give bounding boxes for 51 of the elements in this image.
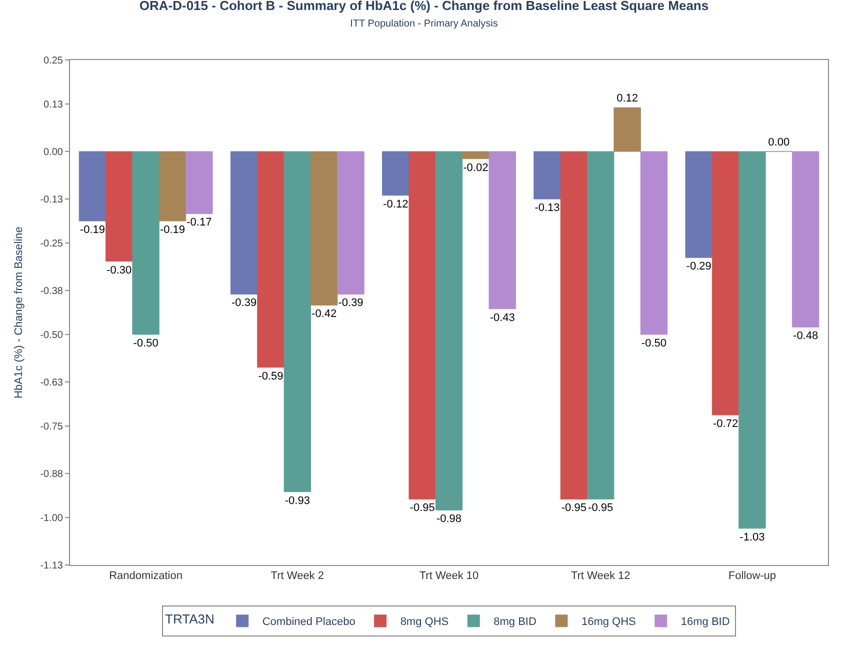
y-tick-label: -0.63 <box>40 378 64 389</box>
data-label: -0.29 <box>686 260 712 273</box>
y-tick-label: 0.13 <box>44 99 64 110</box>
data-label: -0.17 <box>186 216 212 229</box>
legend-label: 16mg QHS <box>581 616 636 628</box>
y-tick-label: -0.50 <box>40 330 64 341</box>
x-tick-label: Follow-up <box>728 570 776 582</box>
y-axis-title: HbA1c (%) - Change from Baseline <box>12 226 25 398</box>
x-tick-label: Trt Week 10 <box>419 570 479 582</box>
data-label: -0.98 <box>436 513 462 526</box>
data-label: -0.42 <box>312 308 337 320</box>
x-tick-label: Trt Week 2 <box>270 570 324 582</box>
data-label: 0.12 <box>616 92 638 105</box>
data-label: -0.72 <box>712 418 738 430</box>
data-label: -0.43 <box>490 312 515 324</box>
y-tick-label: -0.75 <box>40 421 64 432</box>
legend-label: 8mg BID <box>494 616 536 628</box>
data-label: -0.13 <box>534 202 560 214</box>
chart-subtitle: ITT Population - Primary Analysis <box>350 18 498 30</box>
y-tick-label: 0.00 <box>44 146 64 158</box>
data-label: -0.95 <box>588 502 614 514</box>
x-tick-label: Trt Week 12 <box>570 570 630 582</box>
y-tick-label: 0.25 <box>44 56 64 66</box>
y-tick-label: -0.13 <box>40 194 64 206</box>
y-tick-label: -1.13 <box>40 560 64 572</box>
data-label: -0.30 <box>106 264 132 276</box>
data-label: -1.03 <box>740 531 765 544</box>
data-label: -0.19 <box>80 224 105 236</box>
chart-title: ORA-D-015 - Cohort B - Summary of HbA1c (%) - Change from Baseline Least Square Means <box>139 0 709 13</box>
data-label: 0.00 <box>768 136 790 148</box>
legend-label: 8mg QHS <box>400 616 449 628</box>
data-label: -0.59 <box>258 370 284 382</box>
y-tick-label: -1.00 <box>40 512 64 524</box>
data-label: -0.50 <box>641 337 666 350</box>
data-label: -0.39 <box>338 297 364 310</box>
legend-title: TRTA3N <box>165 611 214 626</box>
y-tick-label: -0.88 <box>40 469 64 480</box>
data-label: -0.95 <box>561 502 586 514</box>
y-tick-label: -0.38 <box>40 286 64 298</box>
legend-label: 16mg BID <box>680 616 730 628</box>
data-label: -0.19 <box>160 224 186 236</box>
data-label: -0.12 <box>383 198 408 210</box>
y-tick-label: -0.25 <box>40 238 64 250</box>
data-label: -0.93 <box>284 494 310 507</box>
x-tick-label: Randomization <box>109 570 182 582</box>
legend-label: Combined Placebo <box>262 616 356 628</box>
data-label: -0.48 <box>793 330 818 342</box>
data-label: -0.39 <box>232 297 257 310</box>
data-label: -0.02 <box>463 162 488 174</box>
data-label: -0.95 <box>410 502 435 514</box>
data-label: -0.50 <box>133 337 158 350</box>
